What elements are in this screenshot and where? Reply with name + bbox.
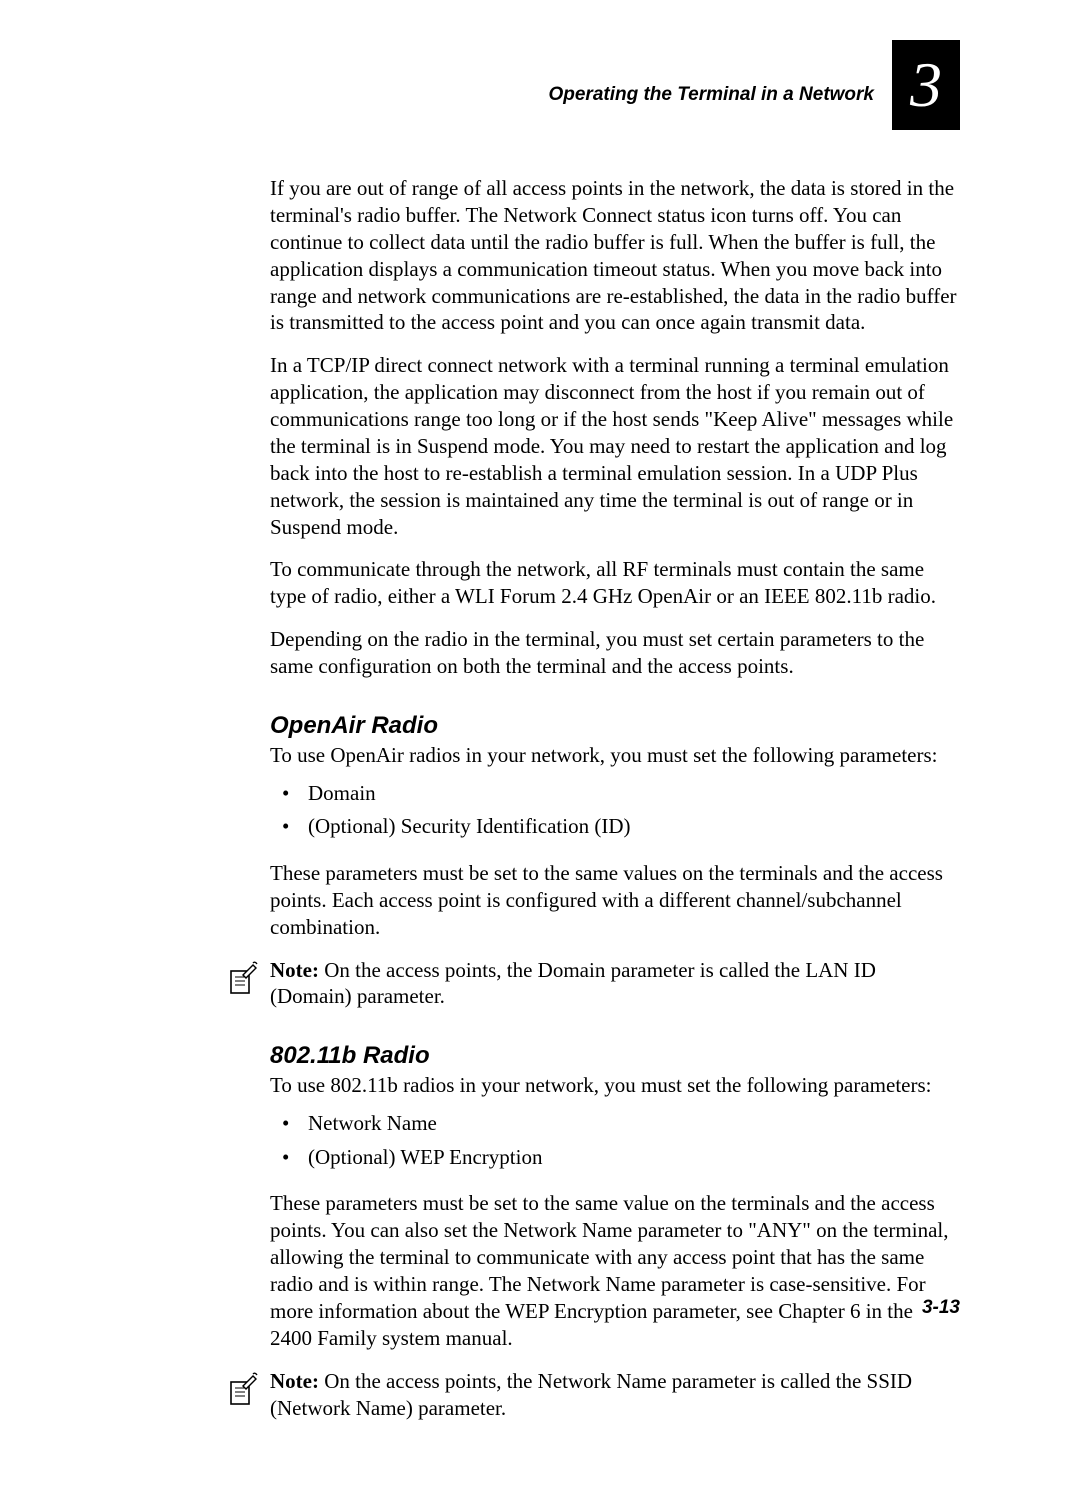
body-section: If you are out of range of all access po…: [270, 175, 960, 680]
list-item: (Optional) WEP Encryption: [270, 1141, 960, 1175]
chapter-number: 3: [910, 48, 942, 122]
paragraph: To communicate through the network, all …: [270, 556, 960, 610]
openair-bullets: Domain (Optional) Security Identificatio…: [270, 777, 960, 844]
paragraph: These parameters must be set to the same…: [270, 1190, 960, 1351]
page-header: Operating the Terminal in a Network 3: [225, 60, 960, 130]
note-body: On the access points, the Network Name p…: [270, 1369, 912, 1420]
note-text: Note: On the access points, the Network …: [270, 1368, 960, 1422]
note-text: Note: On the access points, the Domain p…: [270, 957, 960, 1011]
paragraph: To use OpenAir radios in your network, y…: [270, 742, 960, 769]
wifi-bullets: Network Name (Optional) WEP Encryption: [270, 1107, 960, 1174]
paragraph: In a TCP/IP direct connect network with …: [270, 352, 960, 540]
wifi-post-block: These parameters must be set to the same…: [270, 1190, 960, 1351]
paragraph: Depending on the radio in the terminal, …: [270, 626, 960, 680]
note-icon: [225, 957, 270, 1002]
header-title: Operating the Terminal in a Network: [548, 84, 874, 106]
note-icon: [225, 1368, 270, 1413]
page-number: 3-13: [922, 1297, 960, 1319]
openair-note: Note: On the access points, the Domain p…: [225, 957, 960, 1011]
openair-heading: OpenAir Radio: [270, 712, 960, 740]
paragraph: To use 802.11b radios in your network, y…: [270, 1072, 960, 1099]
chapter-number-box: 3: [892, 40, 960, 130]
list-item: Network Name: [270, 1107, 960, 1141]
page-container: Operating the Terminal in a Network 3 If…: [0, 0, 1080, 1497]
paragraph: These parameters must be set to the same…: [270, 860, 960, 941]
note-body: On the access points, the Domain paramet…: [270, 958, 876, 1009]
openair-post-block: These parameters must be set to the same…: [270, 860, 960, 941]
wifi-heading: 802.11b Radio: [270, 1042, 960, 1070]
note-label: Note:: [270, 958, 319, 982]
wifi-intro-block: To use 802.11b radios in your network, y…: [270, 1072, 960, 1099]
paragraph: If you are out of range of all access po…: [270, 175, 960, 336]
note-label: Note:: [270, 1369, 319, 1393]
list-item: Domain: [270, 777, 960, 811]
list-item: (Optional) Security Identification (ID): [270, 810, 960, 844]
wifi-note: Note: On the access points, the Network …: [225, 1368, 960, 1422]
openair-intro-block: To use OpenAir radios in your network, y…: [270, 742, 960, 769]
